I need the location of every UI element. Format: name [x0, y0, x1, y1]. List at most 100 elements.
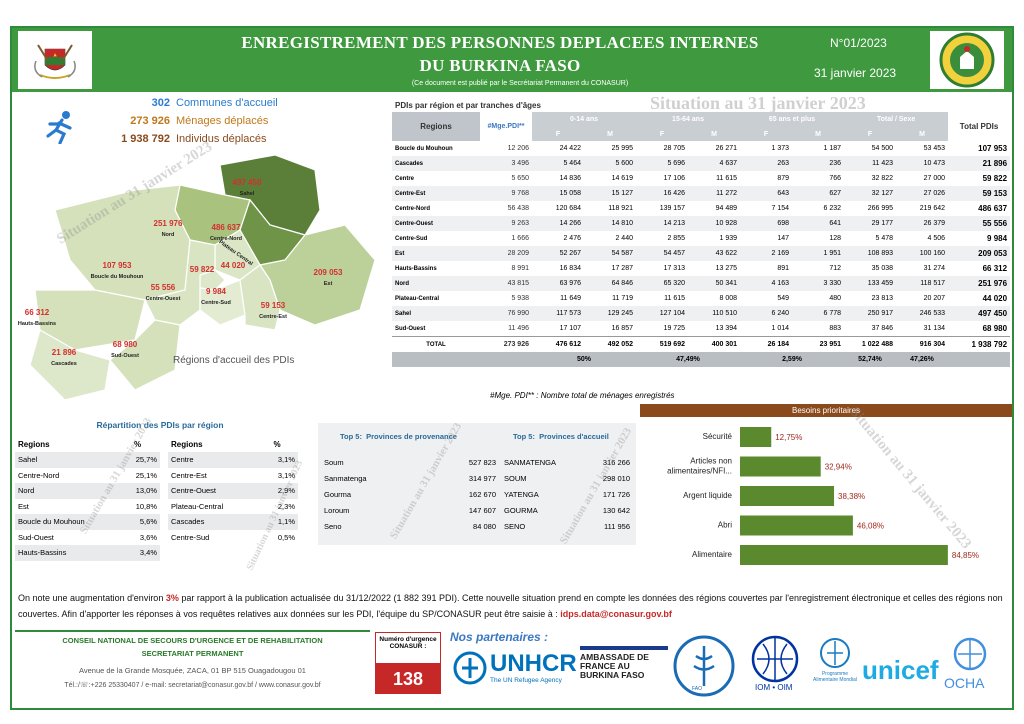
- province-value: 171 726: [602, 489, 630, 499]
- summary-value: 1 938 792: [121, 133, 170, 145]
- cell: 127 104: [636, 306, 688, 321]
- region-value: 21 896: [52, 348, 77, 357]
- cell: 35 038: [844, 261, 897, 276]
- cell: 16 857: [584, 321, 636, 337]
- region-name: Sud-Ouest: [111, 353, 139, 359]
- cell: 16 426: [636, 186, 688, 201]
- data-row: Nord 13,0%: [15, 483, 160, 499]
- percent: 5,6%: [115, 514, 160, 530]
- cell: 66 312: [948, 261, 1011, 276]
- cell: 17 287: [584, 261, 636, 276]
- need-bar: [740, 486, 835, 506]
- partner-unicef: unicef: [862, 655, 939, 685]
- cell: 12 206: [480, 141, 532, 156]
- need-bar: [740, 427, 772, 447]
- region-name: Sud-Ouest: [392, 321, 480, 337]
- cell: 4 637: [688, 156, 741, 171]
- cell: 4 506: [896, 231, 949, 246]
- percent: 3,1%: [277, 470, 295, 480]
- cell: 14 836: [532, 171, 584, 186]
- province-name: Soum: [324, 457, 344, 467]
- sex-header: F: [740, 127, 793, 141]
- need-value: 32,94%: [825, 463, 852, 472]
- total-cell: 519 692: [636, 336, 688, 352]
- cell: 209 053: [948, 246, 1011, 261]
- region-name: Hauts-Bassins: [18, 321, 56, 327]
- org-contact: Tél.:/☏:+226 25330407 / e-mail: secretar…: [64, 682, 321, 689]
- column-header: Regions: [171, 439, 203, 449]
- province-value: 527 823: [468, 457, 496, 467]
- data-row: Soum 527 823: [320, 454, 500, 470]
- region-name: Boucle du Mouhoun: [392, 141, 480, 156]
- section-title: Top 5: Provinces d'accueil: [513, 432, 609, 441]
- region-name: Plateau-Central: [392, 291, 480, 306]
- cell: 26 271: [688, 141, 741, 156]
- data-row: Sanmatenga 314 977: [320, 470, 500, 486]
- percent: 25,1%: [135, 470, 157, 480]
- cell: 5 600: [584, 156, 636, 171]
- region-name: Centre-Ouest: [168, 483, 256, 499]
- cell: 14 810: [584, 216, 636, 231]
- cell: 5 696: [636, 156, 688, 171]
- data-row: Centre-Ouest 2,9%: [168, 483, 298, 499]
- section-title: Top 5: Provinces de provenance: [340, 432, 457, 441]
- cell: 9 263: [480, 216, 532, 231]
- data-row: SOUM 298 010: [500, 470, 634, 486]
- region-name: Centre-Nord: [210, 236, 242, 242]
- cell: 59 153: [948, 186, 1011, 201]
- watermark: Situation au 31 janvier 2023: [650, 93, 866, 113]
- coat-of-arms-icon: [34, 44, 76, 79]
- subtitle: (Ce document est publié par le Secrétari…: [411, 80, 629, 87]
- region-name: Centre-Nord: [392, 201, 480, 216]
- sex-header: M: [792, 127, 845, 141]
- cell: 8 991: [480, 261, 532, 276]
- cell: 17 107: [532, 321, 584, 337]
- data-row: Centre-Sud 0,5%: [168, 530, 298, 546]
- region-name: Nord: [392, 276, 480, 291]
- cell: 13 275: [688, 261, 741, 276]
- cell: 1 951: [792, 246, 845, 261]
- percent: 3,1%: [256, 452, 298, 468]
- cell: 17 313: [636, 261, 688, 276]
- cell: 53 453: [896, 141, 949, 156]
- age-group-header: Total / Sexe: [844, 112, 949, 127]
- cell: 43 622: [688, 246, 741, 261]
- province-name: GOURMA: [504, 505, 538, 515]
- province-name: YATENGA: [504, 489, 539, 499]
- cell: 76 990: [480, 306, 532, 321]
- percent: 10,8%: [135, 501, 157, 511]
- cell: 643: [740, 186, 793, 201]
- percent-cell: 47,49%: [636, 352, 741, 367]
- note-text: par rapport à la publication actualisée …: [18, 593, 1003, 619]
- cell: 147: [740, 231, 793, 246]
- cell: 891: [740, 261, 793, 276]
- cell: 2 169: [740, 246, 793, 261]
- region-name: Est: [392, 246, 480, 261]
- region-name: Centre-Sud: [171, 532, 210, 542]
- percent-row: 50% 47,49% 2,59% 52,74% 47,26%: [392, 352, 1011, 367]
- summary-row: 1 938 792 Individus déplacés: [95, 133, 266, 145]
- region-value: 55 556: [151, 283, 176, 292]
- cell: 480: [792, 291, 845, 306]
- data-row: Centre-Sud 1 666 2 476 2 440 2 855 1 939 147 12…: [392, 231, 1011, 246]
- sex-header: F: [636, 127, 688, 141]
- percent: 0,5%: [277, 532, 295, 542]
- column-header: %: [273, 439, 281, 449]
- cell: 5 478: [844, 231, 897, 246]
- region-shape: [29, 329, 111, 401]
- cell: 879: [740, 171, 793, 186]
- cell: 94 489: [688, 201, 741, 216]
- cell: 54 587: [584, 246, 636, 261]
- map: 497 450 Sahel 251 976 Nord 486 637 Centre-Nor…: [18, 154, 376, 401]
- cell: 44 020: [948, 291, 1011, 306]
- region-name: Plateau-Central: [171, 501, 224, 511]
- cell: 8 008: [688, 291, 741, 306]
- summary-label: Ménages déplacés: [176, 115, 269, 127]
- summary-label: Communes d'accueil: [176, 97, 278, 109]
- total-cell: 400 301: [688, 336, 741, 352]
- region-value: 66 312: [25, 308, 50, 317]
- cell: 11 649: [532, 291, 584, 306]
- cell: 246 533: [896, 306, 949, 321]
- cell: 64 846: [584, 276, 636, 291]
